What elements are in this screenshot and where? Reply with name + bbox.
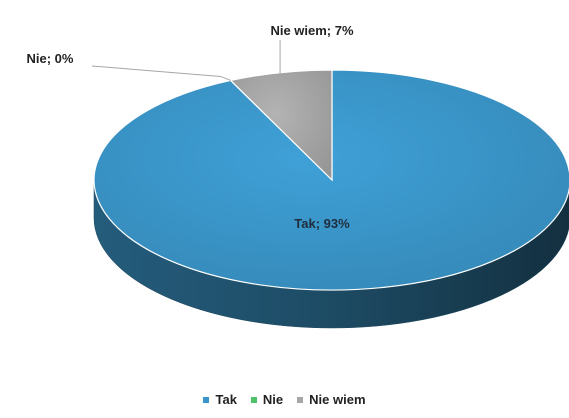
legend-swatch-nie (250, 396, 257, 403)
legend-swatch-nie-wiem (297, 396, 304, 403)
legend-label-nie: Nie (262, 392, 284, 407)
legend-swatch-tak (203, 396, 210, 403)
legend-item-tak: Tak (203, 392, 237, 407)
chart-legend: Tak Nie Nie wiem (0, 392, 569, 407)
data-label-tak: Tak; 93% (294, 216, 350, 231)
legend-item-nie-wiem: Nie wiem (297, 392, 366, 407)
data-label-nie: Nie; 0% (27, 51, 74, 66)
data-label-nie-wiem: Nie wiem; 7% (270, 23, 354, 38)
legend-item-nie: Nie (250, 392, 284, 407)
leader-line-nie (91, 65, 231, 81)
legend-label-tak: Tak (215, 392, 237, 407)
legend-label-nie-wiem: Nie wiem (309, 392, 366, 407)
